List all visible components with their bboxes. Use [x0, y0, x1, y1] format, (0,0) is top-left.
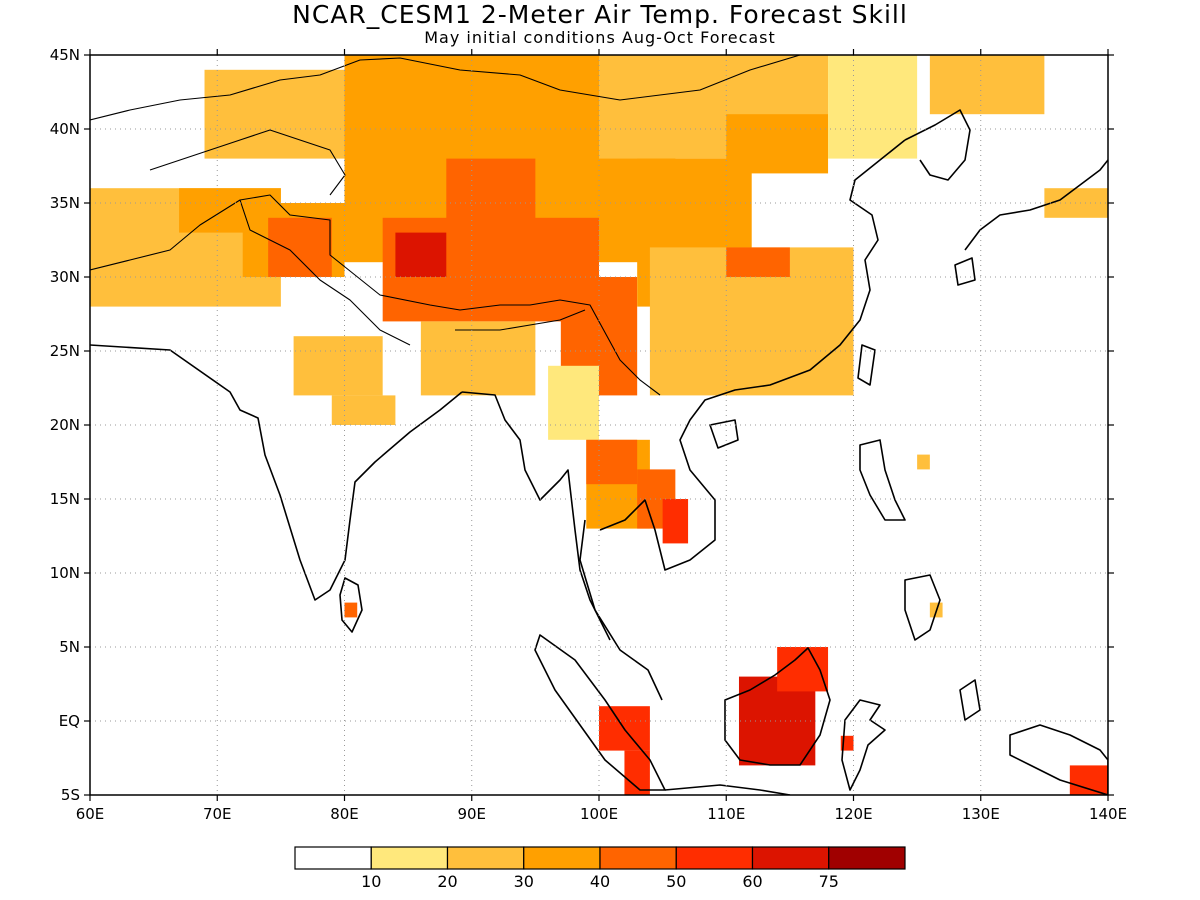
coastline-hainan [709, 419, 739, 449]
coastline-myanmar [461, 391, 611, 641]
coastline-indochina [599, 139, 906, 571]
lat-tick-label: 5S [61, 786, 80, 804]
colorbar-swatch [675, 846, 754, 870]
skill-cell [726, 247, 790, 277]
colorbar-label: 20 [437, 872, 457, 891]
skill-cell [929, 55, 1045, 115]
skill-cell [662, 499, 689, 544]
skill-cell [395, 232, 447, 277]
lon-tick-label: 70E [203, 805, 232, 823]
colorbar-label: 30 [514, 872, 534, 891]
colorbar-label: 75 [819, 872, 839, 891]
coastline-borneo [724, 647, 831, 766]
lat-tick-label: 40N [50, 120, 80, 138]
lat-tick-label: EQ [59, 712, 80, 730]
coastline-java [664, 784, 791, 795]
skill-cell [344, 602, 358, 618]
lon-tick-label: 120E [834, 805, 872, 823]
lon-tick-label: 140E [1089, 805, 1127, 823]
lon-tick-label: 90E [457, 805, 486, 823]
coastline-taiwan [857, 344, 876, 386]
skill-cell [1044, 188, 1108, 218]
colorbar-swatch [828, 846, 906, 870]
colorbar-swatch [751, 846, 830, 870]
coastline-kyushu [954, 257, 976, 286]
skill-cell [726, 114, 829, 174]
colorbar-swatch [523, 846, 601, 870]
border-line [455, 309, 586, 331]
lon-tick-label: 110E [707, 805, 745, 823]
lon-tick-label: 60E [76, 805, 105, 823]
border-line [239, 199, 411, 346]
colorbar-label: 50 [666, 872, 686, 891]
skill-cell [828, 55, 918, 159]
coastline-luzon [859, 439, 906, 521]
skill-cell [586, 439, 638, 485]
coastline-japan [964, 159, 1108, 251]
border-line [149, 129, 346, 196]
coastline-malay-west [579, 519, 663, 701]
map-subtitle: May initial conditions Aug-Oct Forecast [424, 28, 776, 47]
coastline-sulawesi [841, 699, 886, 791]
lat-tick-label: 25N [50, 342, 80, 360]
lat-tick-label: 30N [50, 268, 80, 286]
coastline-sumatra [534, 634, 666, 791]
lon-tick-label: 130E [962, 805, 1000, 823]
colorbar-swatch [599, 846, 677, 870]
skill-cell [331, 395, 396, 425]
colorbar-label: 60 [742, 872, 762, 891]
colorbar-label: 40 [590, 872, 610, 891]
coastline-korea [904, 109, 971, 181]
skill-cell [420, 321, 536, 396]
colorbar-swatch [370, 846, 449, 870]
coastline-mindanao [904, 574, 941, 641]
skill-cell [548, 365, 599, 440]
colorbar-swatch [446, 846, 525, 870]
colorbar: 10 20 30 40 50 60 75 [294, 846, 906, 891]
axis-ticks: 60E 70E 80E 90E 100E 110E 120E 130E 140E 45N 40N 35… [50, 46, 1127, 823]
lon-tick-label: 80E [330, 805, 359, 823]
border-line [90, 55, 801, 121]
colorbar-label: 10 [361, 872, 381, 891]
skill-cell [268, 217, 332, 277]
coastlines [90, 55, 1108, 795]
lat-tick-label: 45N [50, 46, 80, 64]
lon-tick-label: 100E [580, 805, 618, 823]
lat-tick-label: 20N [50, 416, 80, 434]
skill-cell [1069, 765, 1108, 795]
lat-tick-label: 5N [59, 638, 80, 656]
colorbar-swatch [294, 846, 372, 870]
coastline-moluccas [959, 679, 981, 721]
lat-tick-label: 15N [50, 490, 80, 508]
skill-cell [917, 454, 930, 470]
coastline-sri-lanka [339, 577, 363, 633]
border-line [90, 194, 661, 396]
skill-shading [90, 55, 1108, 795]
coastline-new-guinea [1009, 724, 1108, 795]
skill-cell [446, 158, 536, 233]
skill-cell [293, 336, 383, 396]
graticule [90, 55, 1108, 795]
coastline-india [90, 344, 463, 601]
map-title: NCAR_CESM1 2-Meter Air Temp. Forecast Sk… [292, 0, 908, 29]
lat-tick-label: 10N [50, 564, 80, 582]
lat-tick-label: 35N [50, 194, 80, 212]
